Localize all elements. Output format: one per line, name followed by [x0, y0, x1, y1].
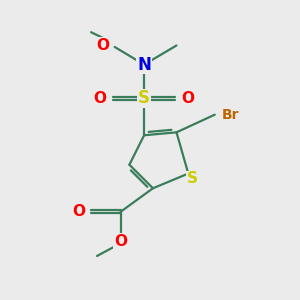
Text: N: N	[137, 56, 151, 74]
Text: O: O	[94, 91, 107, 106]
Text: O: O	[114, 234, 127, 249]
Text: O: O	[72, 204, 85, 219]
Text: O: O	[96, 38, 109, 53]
Text: O: O	[182, 91, 194, 106]
Text: S: S	[187, 171, 198, 186]
Text: S: S	[138, 89, 150, 107]
Text: Br: Br	[222, 108, 240, 122]
